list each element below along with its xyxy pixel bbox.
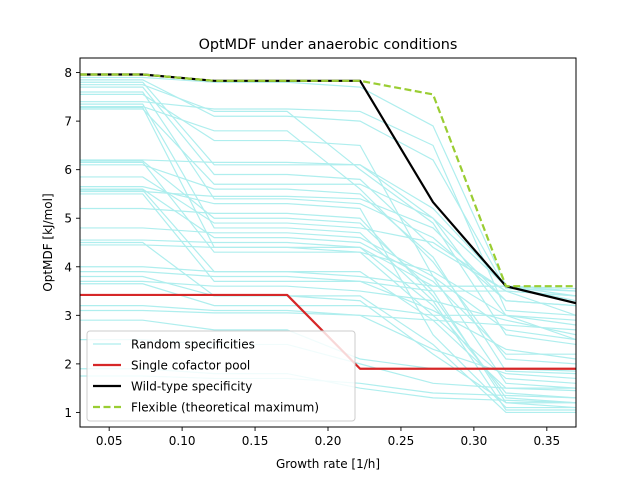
random-specificity-line-6 [80,91,576,307]
y-axis-label: OptMDF [kJ/mol] [41,193,55,291]
legend-label: Wild-type specificity [131,380,252,394]
random-specificity-line-24 [80,227,576,341]
random-specificity-line-3 [80,81,576,302]
x-axis-label: Growth rate [1/h] [276,457,380,471]
legend: Random specificities Single cofactor pool… [86,330,356,422]
random-specificity-line-16 [80,164,576,375]
random-specificity-line-14 [80,160,576,404]
random-specificity-line-7 [80,93,576,389]
x-axis: 0.05 0.10 0.15 0.20 0.25 0.30 0.35 [96,427,560,448]
x-tick-label: 0.35 [533,434,560,448]
legend-label: Flexible (theoretical maximum) [131,401,319,415]
random-specificity-line-15 [80,161,576,326]
legend-box [86,330,356,422]
x-tick-label: 0.05 [96,434,123,448]
random-specificity-line-26 [80,241,576,414]
random-specificity-line-11 [80,106,576,399]
y-tick-label: 7 [64,115,72,129]
y-tick-label: 2 [64,357,72,371]
y-tick-label: 5 [64,212,72,226]
x-tick-label: 0.15 [242,434,269,448]
random-specificity-line-12 [80,108,576,341]
x-tick-label: 0.25 [388,434,415,448]
y-tick-label: 8 [64,66,72,80]
legend-label: Random specificities [131,338,255,352]
y-tick-label: 4 [64,260,72,274]
x-tick-label: 0.10 [169,434,196,448]
random-specificity-line-31 [80,280,576,336]
y-tick-label: 1 [64,406,72,420]
y-tick-label: 3 [64,309,72,323]
random-specificity-line-28 [80,266,576,292]
random-specificity-line-22 [80,193,576,316]
legend-label: Single cofactor pool [131,359,250,373]
random-specificity-line-29 [80,271,576,360]
x-tick-label: 0.20 [315,434,342,448]
random-specificity-line-1 [80,76,576,290]
y-axis: 1 2 3 4 5 6 7 8 [64,66,80,420]
random-specificity-line-32 [80,283,576,321]
series-line-flexible-theoretical-maximum [80,73,576,288]
random-specificity-line-23 [80,207,576,404]
random-specificity-line-17 [80,176,576,297]
random-specificity-line-19 [80,188,576,355]
y-tick-label: 6 [64,163,72,177]
x-tick-label: 0.30 [461,434,488,448]
random-specificity-line-9 [80,103,576,411]
random-specificity-line-4 [80,84,576,346]
chart-title: OptMDF under anaerobic conditions [199,37,458,53]
random-specificity-line-20 [80,189,576,392]
random-specificity-line-2 [80,79,576,292]
random-specificity-line-21 [80,190,576,307]
random-specificity-line-33 [80,305,576,331]
plot-area [80,73,576,414]
